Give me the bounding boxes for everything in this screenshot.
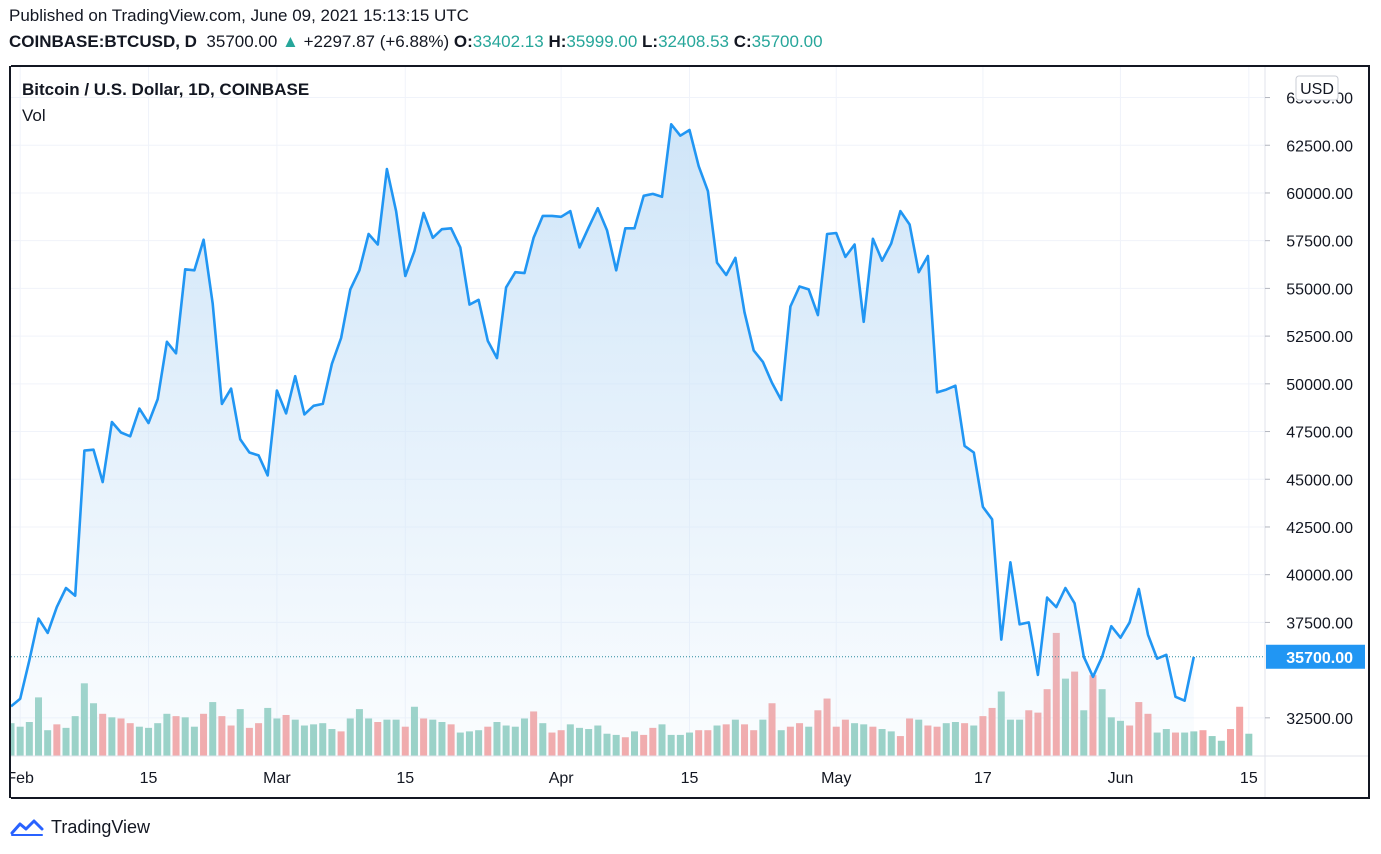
- volume-bar: [1190, 731, 1198, 756]
- close-value: 35700.00: [751, 32, 823, 51]
- price-change: +2297.87 (+6.88%): [303, 32, 450, 51]
- x-tick-label: Mar: [263, 770, 291, 787]
- x-tick-label: 17: [974, 770, 992, 787]
- open-value: 33402.13: [472, 32, 544, 51]
- low-label: L:: [642, 32, 659, 51]
- volume-bar: [1236, 706, 1244, 756]
- y-tick-label: 40000.00: [1286, 568, 1353, 585]
- y-tick-label: 47500.00: [1286, 425, 1353, 442]
- x-tick-label: Jun: [1108, 770, 1134, 787]
- last-price: 35700.00: [206, 32, 278, 51]
- last-price-badge: [1266, 644, 1365, 669]
- volume-bar: [1208, 736, 1216, 756]
- price-area-fill: [11, 124, 1194, 757]
- x-tick-label: 15: [681, 770, 699, 787]
- volume-bar: [1226, 729, 1234, 756]
- y-tick-label: 42500.00: [1286, 520, 1353, 537]
- left-edge-mask: [0, 60, 11, 805]
- chart-legend-title: Bitcoin / U.S. Dollar, 1D, COINBASE: [22, 80, 310, 99]
- y-tick-label: 50000.00: [1286, 377, 1353, 394]
- close-label: C:: [733, 32, 752, 51]
- price-line: [10, 123, 1196, 708]
- high-label: H:: [548, 32, 567, 51]
- currency-badge[interactable]: [1295, 75, 1339, 101]
- x-tick-label: Feb: [6, 770, 34, 787]
- volume-bar: [1245, 733, 1253, 756]
- x-tick-label: Apr: [549, 770, 575, 787]
- y-tick-label: 55000.00: [1286, 281, 1353, 298]
- open-label: O:: [453, 32, 473, 51]
- published-note: Published on TradingView.com, June 09, 2…: [9, 6, 469, 25]
- y-tick-label: 57500.00: [1286, 234, 1353, 251]
- currency-badge-label: USD: [1300, 81, 1334, 98]
- y-tick-label: 32500.00: [1286, 711, 1353, 728]
- x-tick-label: 15: [1240, 770, 1258, 787]
- low-value: 32408.53: [658, 32, 729, 51]
- y-tick-label: 60000.00: [1286, 186, 1353, 203]
- volume-bar: [1199, 730, 1207, 756]
- high-value: 35999.00: [566, 32, 638, 51]
- x-tick-label: 15: [396, 770, 414, 787]
- y-tick-label: 52500.00: [1286, 329, 1353, 346]
- volume-legend: Vol: [22, 106, 46, 125]
- y-tick-label: 62500.00: [1286, 138, 1353, 155]
- tradingview-logo[interactable]: TradingView: [9, 814, 150, 840]
- symbol-label: COINBASE:BTCUSD, D: [9, 32, 197, 51]
- x-tick-label: 15: [140, 770, 158, 787]
- last-price-label: 35700.00: [1286, 650, 1353, 667]
- volume-bar: [1217, 740, 1225, 756]
- up-arrow-icon: ▲: [282, 32, 299, 51]
- y-tick-label: 37500.00: [1286, 615, 1353, 632]
- y-tick-label: 45000.00: [1286, 472, 1353, 489]
- x-tick-label: May: [821, 770, 851, 787]
- cloud-logo-icon: [10, 819, 44, 836]
- brand-name: TradingView: [51, 816, 151, 837]
- quote-header: COINBASE:BTCUSD, D 35700.00 ▲ +2297.87 (…: [9, 32, 823, 52]
